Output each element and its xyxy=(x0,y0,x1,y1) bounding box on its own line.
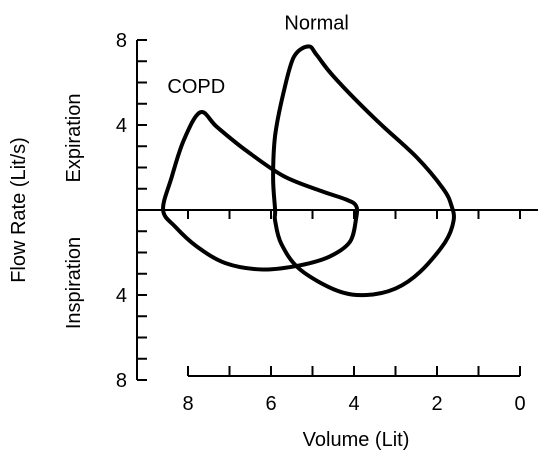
y-tick-label: 4 xyxy=(116,285,127,307)
y-axis-title: Flow Rate (Lit/s) xyxy=(8,137,30,283)
inspiration-label: Inspiration xyxy=(63,237,85,329)
y-tick-label: 8 xyxy=(116,30,127,52)
labels: 8 4 4 8 8 6 4 2 0 Volume (Lit) Flow Rate (Lit/s) Ex… xyxy=(8,12,526,451)
x-tick-label: 8 xyxy=(182,393,193,415)
y-tick-label: 4 xyxy=(116,115,127,137)
x-tick-label: 6 xyxy=(265,393,276,415)
series-copd-loop xyxy=(161,110,360,272)
x-axis-title: Volume (Lit) xyxy=(303,429,410,451)
x-tick-label: 2 xyxy=(431,393,442,415)
series-normal-loop xyxy=(271,44,456,298)
curves xyxy=(161,44,456,298)
x-tick-label: 0 xyxy=(514,393,525,415)
expiration-label: Expiration xyxy=(63,94,85,183)
x-tick-label: 4 xyxy=(348,393,359,415)
series-label-normal: Normal xyxy=(284,12,348,34)
y-tick-label: 8 xyxy=(116,370,127,392)
series-label-copd: COPD xyxy=(167,76,225,98)
axes xyxy=(136,39,538,381)
